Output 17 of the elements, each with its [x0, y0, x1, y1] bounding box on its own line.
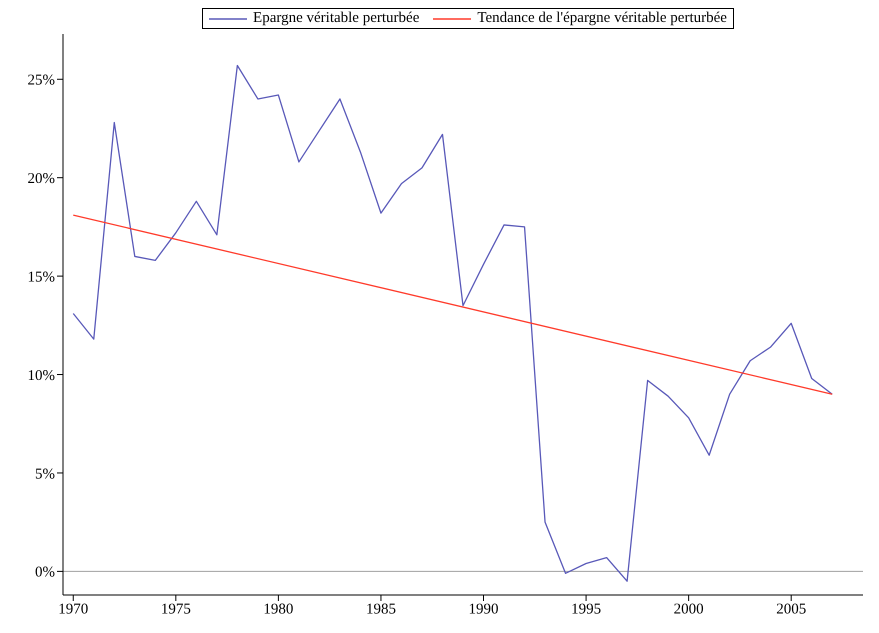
legend-label: Tendance de l'épargne véritable perturbée — [477, 10, 727, 27]
x-tick-label: 2000 — [674, 602, 704, 618]
x-tick-label: 2005 — [776, 602, 806, 618]
y-tick-label: 20% — [28, 171, 55, 188]
line-series — [72, 64, 833, 582]
x-tick-label: 1975 — [160, 602, 191, 618]
x-tick-label: 1990 — [468, 602, 499, 618]
x-tick-label: 1970 — [58, 602, 88, 618]
x-tick-label: 1985 — [366, 602, 396, 618]
y-tick-label: 15% — [28, 269, 55, 286]
x-tick-label: 1980 — [263, 602, 294, 618]
y-tick-label: 10% — [28, 368, 55, 384]
y-tick-label: 5% — [35, 466, 55, 482]
y-tick-label: 25% — [28, 72, 55, 89]
legend-label: Epargne véritable perturbée — [253, 10, 420, 27]
x-tick-label: 1995 — [571, 602, 602, 618]
y-tick-label: 0% — [35, 564, 55, 581]
